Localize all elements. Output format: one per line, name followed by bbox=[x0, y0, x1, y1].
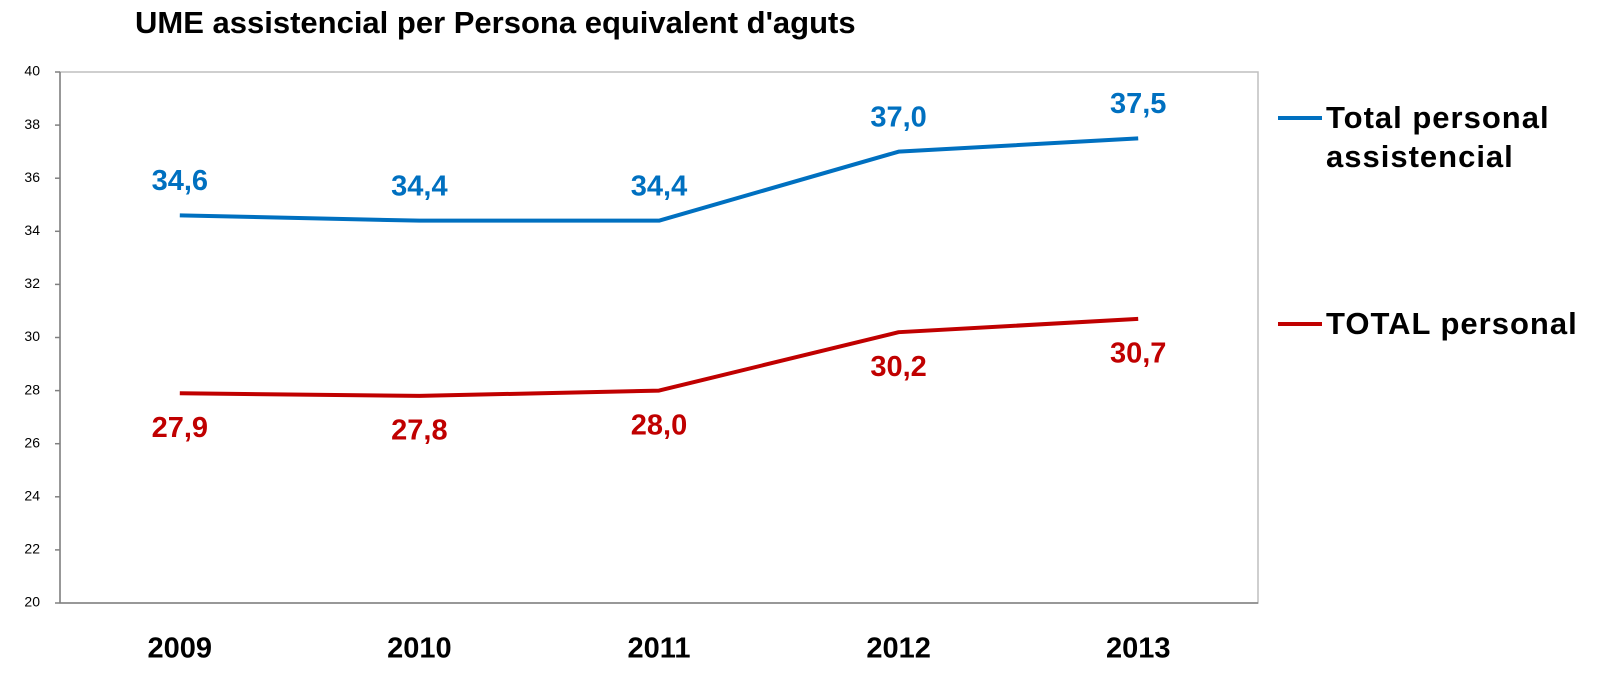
y-tick-label: 34 bbox=[24, 222, 40, 238]
plot-frame bbox=[59, 71, 1259, 604]
legend-label: Total personal assistencial bbox=[1326, 100, 1550, 174]
x-tick-label: 2012 bbox=[866, 633, 931, 665]
x-tick-label: 2010 bbox=[387, 633, 452, 665]
data-label: 34,4 bbox=[391, 170, 447, 202]
y-tick-label: 32 bbox=[24, 275, 40, 291]
y-tick-label: 24 bbox=[24, 488, 40, 504]
y-tick-label: 26 bbox=[24, 434, 40, 450]
data-label: 27,9 bbox=[152, 412, 208, 444]
y-tick-label: 28 bbox=[24, 381, 40, 397]
x-tick-label: 2009 bbox=[148, 633, 213, 665]
data-label: 34,4 bbox=[631, 170, 687, 202]
y-tick-label: 22 bbox=[24, 541, 40, 557]
data-label: 27,8 bbox=[391, 415, 447, 447]
y-tick-label: 40 bbox=[24, 63, 40, 79]
data-label: 34,6 bbox=[152, 165, 208, 197]
series-line bbox=[179, 136, 1139, 223]
y-tick-label: 20 bbox=[24, 594, 40, 610]
y-tick-label: 30 bbox=[24, 328, 40, 344]
x-tick-label: 2013 bbox=[1106, 633, 1171, 665]
y-tick-label: 36 bbox=[24, 169, 40, 185]
data-label: 30,2 bbox=[870, 351, 926, 383]
chart-title: UME assistencial per Persona equivalent … bbox=[135, 5, 856, 40]
y-tick-label: 38 bbox=[24, 116, 40, 132]
x-tick-label: 2011 bbox=[628, 633, 691, 665]
series-line bbox=[179, 316, 1139, 398]
data-label: 37,5 bbox=[1110, 88, 1166, 120]
legend-label: TOTAL personal bbox=[1326, 306, 1578, 341]
data-label: 37,0 bbox=[870, 101, 926, 133]
data-label: 30,7 bbox=[1110, 338, 1166, 370]
data-label: 28,0 bbox=[631, 409, 687, 441]
